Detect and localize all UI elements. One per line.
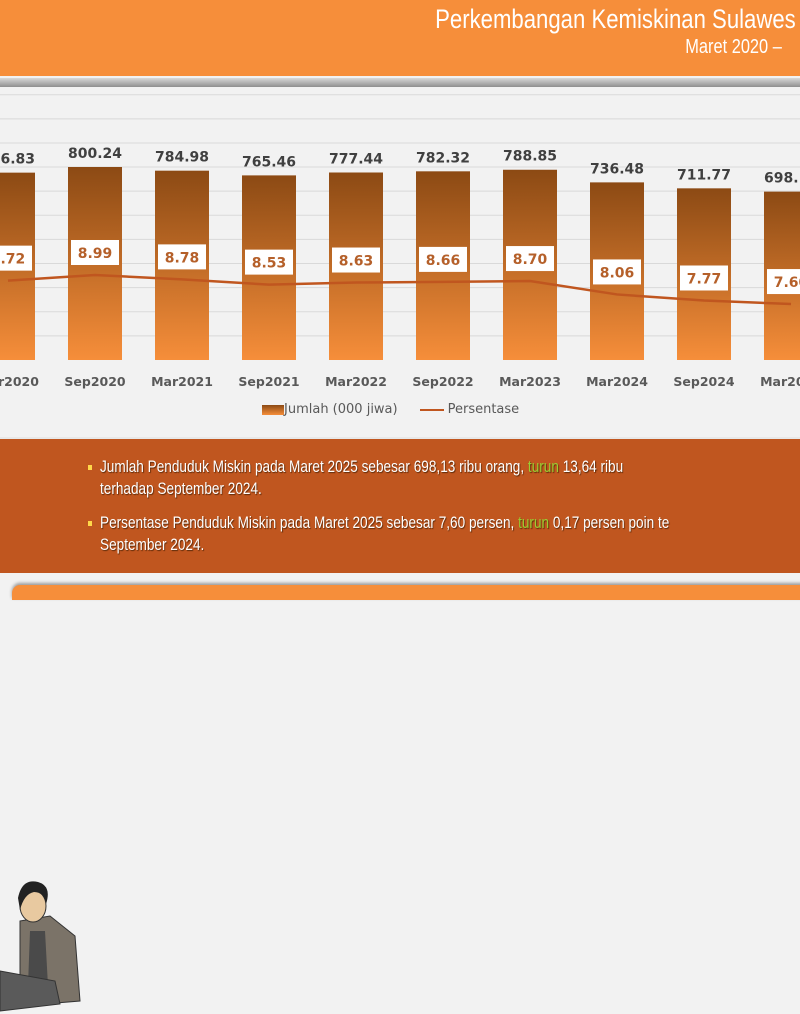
bar-value-label: 800.24: [68, 146, 122, 162]
pct-label-box: [419, 246, 467, 272]
bullet-1-text: Jumlah Penduduk Miskin pada Maret 2025 s…: [100, 457, 528, 476]
legend-bar-label: Jumlah (000 jiwa): [284, 402, 398, 417]
poor-person-illustration: [0, 881, 81, 1012]
x-tick-label: Sep2022: [412, 374, 473, 389]
x-tick-label: Mar2021: [151, 374, 213, 389]
pct-value-label: 8.06: [600, 265, 635, 281]
bullet-1-line2: terhadap September 2024.: [100, 479, 262, 498]
bar-value-label: 784.98: [155, 150, 209, 166]
bar-value-label: 698.13: [764, 171, 800, 187]
legend-bar-swatch: [262, 404, 284, 415]
divider: [0, 78, 800, 87]
pct-label-box: [593, 259, 641, 285]
x-tick-label: Sep2024: [673, 374, 735, 389]
header-banner: Perkembangan Kemiskinan Sulawes Maret 20…: [0, 0, 800, 76]
pct-label-box: [332, 247, 380, 273]
pct-value-label: 7.77: [687, 271, 722, 287]
bar-value-label: 711.77: [677, 167, 731, 183]
pct-value-label: 8.63: [339, 254, 374, 270]
bar-value-label: 788.85: [503, 149, 557, 165]
x-tick-label: Sep2021: [238, 374, 299, 389]
bullet-2-text-end: 0,17 persen poin te: [549, 513, 670, 532]
page-subtitle: Maret 2020 –: [685, 36, 782, 58]
pct-label-box: [245, 249, 293, 275]
bar-value-label: 782.32: [416, 150, 470, 166]
bullet-1-text-end: 13,64 ribu: [558, 457, 624, 476]
pct-value-label: 8.99: [78, 246, 113, 262]
poverty-chart: 776.83 Mar2020 800.24 Sep2020 784.98 Mar2021 7…: [0, 87, 800, 432]
legend: Jumlah (000 jiwa) Persentase: [262, 402, 519, 417]
pct-label-box: [767, 269, 800, 295]
x-tick-label: Mar2020: [0, 374, 39, 389]
bullet-2-highlight: turun: [518, 513, 550, 532]
bar-value-label: 736.48: [590, 161, 644, 177]
bullet-2-text: Persentase Penduduk Miskin pada Maret 20…: [100, 513, 519, 532]
persentase-line: [7, 273, 792, 306]
bar-value-label: 777.44: [329, 151, 383, 167]
pct-label-box: [680, 265, 728, 291]
legend-line-label: Persentase: [447, 402, 520, 417]
x-tick-label: Mar2023: [499, 374, 561, 389]
legend-line-swatch: [419, 408, 444, 411]
page-title: Perkembangan Kemiskinan Sulawes: [435, 4, 796, 34]
bullet-2-line2: September 2024.: [100, 535, 205, 554]
pct-label-box: [158, 244, 206, 270]
bullet-1-highlight: turun: [527, 457, 559, 476]
bar-value-label: 765.46: [242, 154, 296, 170]
bar-value-label: 776.83: [0, 152, 35, 168]
pct-label-box: [506, 246, 554, 272]
chart-svg: 776.83 Mar2020 800.24 Sep2020 784.98 Mar2021 7…: [0, 94, 800, 389]
pct-value-label: 8.66: [426, 253, 461, 269]
bullet-icon: [88, 465, 92, 471]
x-tick-label: Mar2022: [325, 374, 387, 389]
pct-value-label: 8.53: [252, 256, 287, 272]
x-tick-label: Sep2020: [64, 374, 126, 389]
info-bullet-1: Jumlah Penduduk Miskin pada Maret 2025 s…: [88, 456, 696, 500]
pct-value-label: 8.70: [513, 252, 548, 268]
footer-bar: [12, 585, 800, 600]
pct-value-label: 8.72: [0, 252, 25, 268]
bullet-icon: [88, 521, 92, 527]
x-tick-label: Mar2025: [760, 374, 800, 389]
pct-label-box: [71, 240, 119, 265]
pct-value-label: 7.60: [774, 275, 800, 291]
x-tick-label: Mar2024: [586, 374, 648, 389]
info-panel: Jumlah Penduduk Miskin pada Maret 2025 s…: [0, 437, 800, 1012]
info-bullet-2: Persentase Penduduk Miskin pada Maret 20…: [88, 512, 696, 556]
pct-value-label: 8.78: [165, 250, 200, 266]
pct-label-box: [0, 245, 32, 271]
